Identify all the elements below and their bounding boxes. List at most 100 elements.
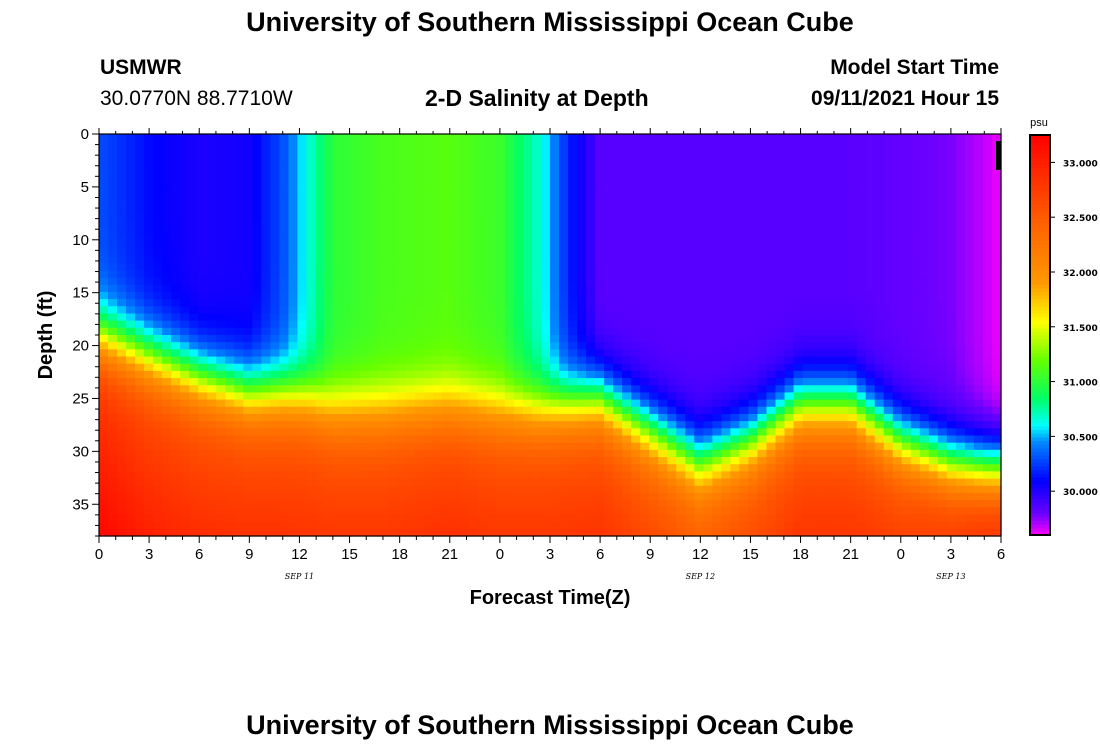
heatmap-cell (234, 363, 244, 372)
heatmap-cell (694, 220, 704, 228)
heatmap-cell (108, 370, 118, 379)
heatmap-cell (459, 485, 470, 494)
heatmap-cell (261, 421, 271, 429)
heatmap-cell (162, 270, 172, 279)
heatmap-cell (297, 234, 308, 243)
heatmap-cell (559, 327, 569, 336)
heatmap-cell (721, 241, 731, 250)
heatmap-cell (234, 191, 244, 200)
heatmap-cell (892, 220, 903, 228)
heatmap-cell (784, 227, 795, 236)
heatmap-cell (586, 335, 596, 343)
heatmap-cell (495, 177, 506, 185)
heatmap-cell (198, 327, 208, 336)
heatmap-cell (676, 162, 686, 171)
heatmap-cell (640, 241, 650, 250)
heatmap-cell (324, 464, 335, 472)
heatmap-cell (775, 134, 786, 142)
heatmap-cell (360, 507, 371, 516)
heatmap-cell (874, 478, 885, 487)
heatmap-cell (847, 521, 858, 530)
heatmap-cell (775, 284, 786, 293)
heatmap-cell (459, 421, 470, 429)
heatmap-cell (829, 227, 840, 236)
heatmap-cell (513, 342, 524, 350)
heatmap-cell (676, 335, 686, 343)
heatmap-cell (216, 198, 226, 207)
heatmap-cell (513, 220, 524, 228)
heatmap-cell (694, 528, 704, 537)
heatmap-cell (820, 148, 831, 157)
heatmap-cell (595, 270, 605, 279)
heatmap-cell (847, 363, 858, 372)
heatmap-cell (559, 184, 569, 193)
heatmap-cell (577, 399, 587, 408)
heatmap-cell (189, 421, 199, 429)
heatmap-cell (874, 457, 885, 465)
heatmap-cell (135, 485, 145, 494)
heatmap-cell (550, 191, 560, 200)
heatmap-cell (171, 212, 181, 221)
heatmap-cell (838, 141, 849, 149)
heatmap-cell (865, 528, 876, 537)
heatmap-cell (459, 514, 470, 523)
heatmap-cell (144, 485, 154, 494)
heatmap-cell (811, 155, 822, 164)
heatmap-cell (486, 428, 497, 437)
heatmap-cell (685, 134, 695, 142)
heatmap-cell (892, 134, 903, 142)
heatmap-cell (531, 356, 542, 365)
heatmap-cell (387, 457, 398, 465)
heatmap-cell (450, 320, 461, 329)
heatmap-cell (441, 212, 452, 221)
heatmap-cell (423, 464, 434, 472)
heatmap-cell (531, 205, 542, 214)
heatmap-cell (387, 327, 398, 336)
heatmap-cell (288, 528, 299, 537)
heatmap-cell (432, 313, 443, 322)
heatmap-cell (486, 148, 497, 157)
heatmap-cell (351, 148, 362, 157)
heatmap-cell (586, 449, 596, 458)
heatmap-cell (414, 313, 425, 322)
heatmap-cell (631, 177, 641, 185)
heatmap-cell (333, 471, 344, 480)
heatmap-cell (640, 349, 650, 358)
heatmap-cell (486, 478, 497, 487)
heatmap-cell (477, 370, 488, 379)
heatmap-cell (243, 169, 253, 178)
heatmap-cell (685, 263, 695, 271)
heatmap-cell (667, 241, 677, 250)
heatmap-cell (414, 263, 425, 271)
heatmap-cell (162, 507, 172, 516)
heatmap-cell (595, 248, 605, 257)
heatmap-cell (721, 148, 731, 157)
heatmap-cell (531, 342, 542, 350)
heatmap-cell (865, 500, 876, 508)
heatmap-cell (703, 428, 713, 437)
heatmap-cell (829, 385, 840, 394)
heatmap-cell (613, 435, 623, 444)
heatmap-cell (234, 471, 244, 480)
heatmap-cell (495, 306, 506, 315)
heatmap-cell (802, 270, 813, 279)
heatmap-cell (378, 148, 389, 157)
heatmap-cell (559, 478, 569, 487)
heatmap-cell (811, 299, 822, 307)
heatmap-cell (820, 205, 831, 214)
heatmap-cell (631, 342, 641, 350)
heatmap-cell (423, 421, 434, 429)
heatmap-cell (865, 155, 876, 164)
heatmap-cell (279, 521, 290, 530)
heatmap-cell (568, 385, 578, 394)
heatmap-cell (261, 471, 271, 480)
heatmap-cell (279, 248, 290, 257)
heatmap-cell (360, 435, 371, 444)
heatmap-cell (135, 291, 145, 300)
heatmap-cell (676, 356, 686, 365)
heatmap-cell (261, 464, 271, 472)
heatmap-cell (865, 248, 876, 257)
heatmap-cell (207, 457, 217, 465)
heatmap-cell (333, 349, 344, 358)
heatmap-cell (522, 141, 533, 149)
